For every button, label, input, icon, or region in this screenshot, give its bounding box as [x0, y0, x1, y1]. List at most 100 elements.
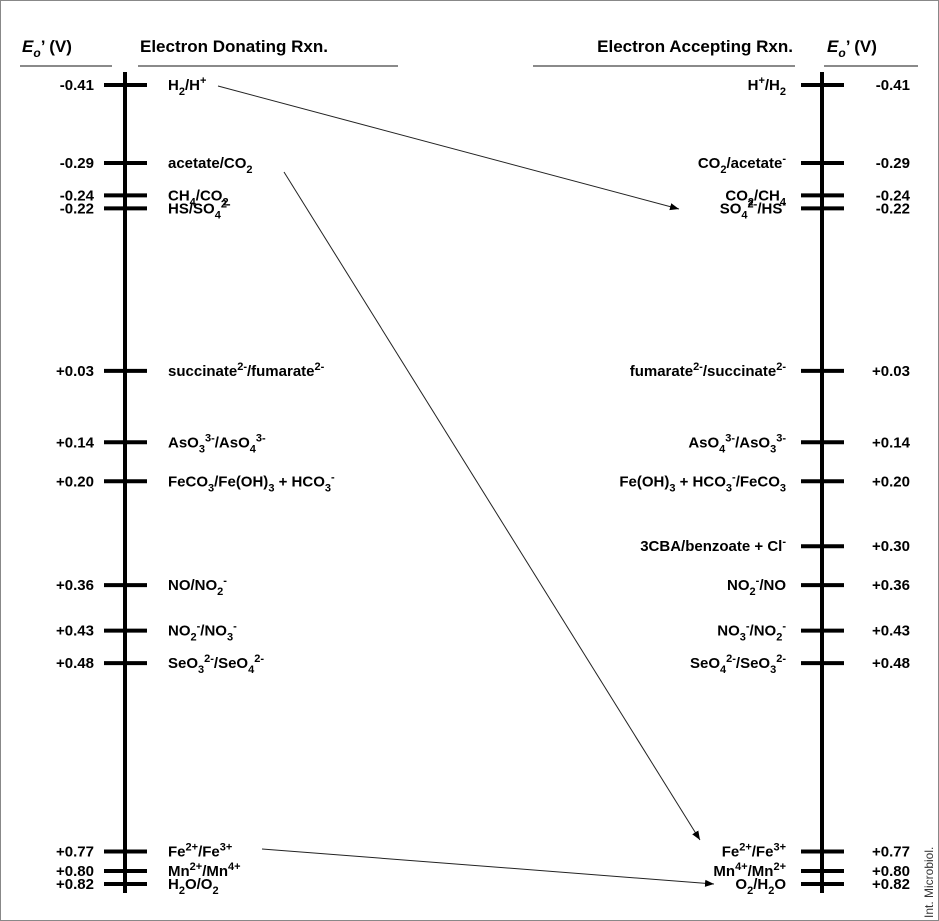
header-part: ’ (V) [846, 37, 877, 56]
label-part: /Mn [202, 863, 228, 880]
label-part: succinate [168, 363, 237, 380]
label-part: 2 [217, 586, 223, 598]
label-part: 3 [726, 482, 732, 494]
potential-label: +0.80 [56, 863, 94, 880]
label-part: 2 [191, 632, 197, 644]
reaction-label: Mn2+/Mn4+ [168, 861, 241, 880]
reaction-label: CO2/CH4 [725, 187, 786, 208]
reaction-label: Mn4+/Mn2+ [713, 861, 786, 880]
label-part: 4 [190, 196, 197, 208]
label-part: HS/SO [168, 200, 215, 217]
reaction-label: NO3-/NO2- [717, 621, 786, 644]
label-part: SeO [168, 655, 198, 672]
label-part: 2 [747, 885, 753, 897]
potential-label: +0.82 [872, 876, 910, 893]
label-part: H [168, 77, 179, 94]
label-part: /SeO [214, 655, 249, 672]
accepting-header: Electron Accepting Rxn. [597, 37, 793, 56]
reaction-label: NO2-/NO3- [168, 621, 237, 644]
label-part: 3 [325, 482, 331, 494]
label-part: /Fe(OH) [214, 473, 268, 490]
reaction-label: HS/SO42- [168, 198, 231, 221]
label-part: /CH [754, 187, 780, 204]
label-part: Mn [168, 863, 190, 880]
label-part: + HCO [675, 473, 726, 490]
label-part: /Fe [752, 844, 774, 861]
label-part: O [735, 876, 747, 893]
label-part: NO/NO [168, 577, 218, 594]
reaction-label: H2/H+ [168, 75, 206, 98]
reaction-label: AsO43-/AsO33- [688, 432, 786, 455]
header-part: ’ (V) [41, 37, 72, 56]
label-part: /acetate [726, 155, 782, 172]
potential-label: +0.03 [56, 363, 94, 380]
label-part: 2- [776, 361, 786, 373]
label-part: 2 [246, 164, 252, 176]
label-part: 2 [748, 196, 754, 208]
label-part: 3 [740, 632, 746, 644]
label-part: AsO [688, 434, 719, 451]
label-part: + [758, 75, 764, 87]
label-part: /H [185, 77, 200, 94]
label-part: - [223, 575, 227, 587]
label-part: 2- [726, 653, 736, 665]
label-part: acetate/CO [168, 155, 247, 172]
reaction-label: CH4/CO2 [168, 187, 229, 208]
label-part: fumarate [630, 363, 693, 380]
label-part: 2- [776, 653, 786, 665]
label-part: FeCO [168, 473, 208, 490]
label-part: 2- [204, 653, 214, 665]
potential-label: +0.36 [56, 577, 94, 594]
potential-label: +0.48 [56, 655, 94, 672]
potential-label: -0.24 [60, 187, 95, 204]
label-part: NO [717, 623, 740, 640]
label-part: 2 [179, 86, 185, 98]
potential-label: -0.41 [876, 77, 910, 94]
label-part: 2- [237, 361, 247, 373]
label-part: O/O [185, 876, 213, 893]
label-part: 2 [179, 885, 185, 897]
potential-label: -0.22 [60, 200, 94, 217]
label-part: 2 [768, 885, 774, 897]
label-part: 2+ [190, 861, 203, 873]
label-part: 4 [250, 443, 257, 455]
potential-label: +0.20 [56, 473, 94, 490]
label-part: 3+ [773, 842, 786, 854]
potential-label: -0.29 [60, 155, 94, 172]
label-part: 4 [719, 443, 726, 455]
header-part: E [827, 37, 839, 56]
label-part: - [756, 575, 760, 587]
label-part: + HCO [274, 473, 325, 490]
label-part: + [200, 75, 206, 87]
label-part: 2 [222, 196, 228, 208]
potential-label: -0.29 [876, 155, 910, 172]
label-part: - [782, 536, 786, 548]
label-part: 3 [268, 482, 274, 494]
potential-label: +0.82 [56, 876, 94, 893]
reaction-label: acetate/CO2 [168, 155, 253, 176]
label-part: Fe(OH) [619, 473, 669, 490]
reaction-label: NO/NO2- [168, 575, 227, 598]
label-part: /succinate [703, 363, 776, 380]
reaction-label: FeCO3/Fe(OH)3 + HCO3- [168, 471, 335, 494]
label-part: 4 [741, 209, 748, 221]
label-part: 2- [693, 361, 703, 373]
label-part: /Mn [748, 863, 774, 880]
label-part: 3- [776, 432, 786, 444]
potential-label: -0.41 [60, 77, 94, 94]
arrow [283, 171, 701, 841]
label-part: /H [765, 77, 780, 94]
header-part: o [838, 46, 845, 60]
label-part: 3 [780, 482, 786, 494]
arrow [261, 848, 715, 887]
label-part: 2- [315, 361, 325, 373]
potential-label: +0.20 [872, 473, 910, 490]
label-part: - [233, 621, 237, 633]
label-part: 3 [198, 664, 204, 676]
label-part: /CO [196, 187, 223, 204]
reaction-label: 3CBA/benzoate + Cl- [640, 536, 786, 555]
reaction-label: NO2-/NO [727, 575, 786, 598]
label-part: /NO [759, 577, 786, 594]
label-part: 2 [750, 586, 756, 598]
